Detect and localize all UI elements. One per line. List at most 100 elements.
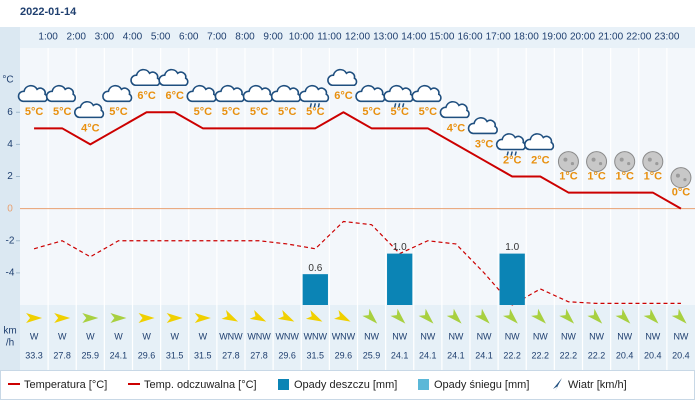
y-tick-label: 0: [7, 203, 13, 214]
temperature-label: 5°C: [222, 106, 241, 118]
wind-arrow: [110, 313, 127, 323]
x-tick-label: 23:00: [654, 32, 679, 43]
crater: [591, 157, 596, 162]
wind-speed: 20.4: [644, 350, 662, 360]
wind-direction: WNW: [332, 331, 356, 341]
wind-speed: 25.9: [363, 350, 381, 360]
weather-icon: [411, 84, 442, 103]
x-tick-label: 16:00: [457, 32, 482, 43]
temperature-label: 5°C: [390, 106, 409, 118]
weather-icon: [642, 151, 664, 173]
x-tick-label: 21:00: [598, 32, 623, 43]
x-tick-label: 17:00: [486, 32, 511, 43]
rain-label: 1.0: [393, 242, 407, 253]
wind-arrow: [559, 308, 575, 324]
temperature-label: 6°C: [137, 90, 156, 102]
raindrop: [506, 151, 509, 156]
wind-arrow: [26, 313, 43, 323]
wind-direction: W: [30, 331, 39, 341]
weather-icon: [74, 101, 105, 119]
weather-icon: [45, 84, 77, 103]
wind-arrow: [643, 308, 659, 324]
x-tick-label: 11:00: [317, 32, 342, 43]
wind-direction: W: [114, 331, 123, 341]
temperature-label: 1°C: [587, 170, 606, 182]
wind-direction: WNW: [275, 331, 299, 341]
wind-speed: 27.8: [250, 350, 268, 360]
wind-speed: 22.2: [503, 350, 521, 360]
wind-speed: 29.6: [278, 350, 296, 360]
x-tick-label: 6:00: [179, 32, 199, 43]
wind-arrow: [418, 308, 434, 324]
temperature-label: 0°C: [672, 187, 691, 199]
crater: [570, 161, 575, 166]
wind-speed: 24.1: [419, 350, 437, 360]
wind-speed: 24.1: [391, 350, 409, 360]
moon: [614, 151, 636, 173]
raindrop: [309, 103, 313, 108]
wind-arrow: [502, 308, 518, 324]
legend-label: Opady śniegu [mm]: [434, 379, 529, 391]
rain-bar: [387, 253, 413, 305]
raindrop: [317, 103, 321, 108]
raindrop: [313, 103, 317, 108]
wind-direction: W: [199, 331, 208, 341]
crater: [563, 157, 568, 162]
temperature-line: [34, 111, 682, 210]
wind-speed: 20.4: [672, 350, 690, 360]
raindrop: [514, 151, 517, 156]
x-tick-label: 5:00: [151, 32, 171, 43]
wind-direction: NW: [533, 331, 548, 341]
wind-speed: 20.4: [616, 350, 634, 360]
wind-speed: 29.6: [335, 350, 353, 360]
wind-direction: NW: [589, 331, 604, 341]
x-tick-label: 4:00: [123, 32, 143, 43]
temperature-label: 5°C: [419, 106, 438, 118]
wind-speed: 25.9: [82, 350, 100, 360]
legend-swatch: [553, 378, 562, 391]
cloud: [158, 68, 189, 87]
wind-direction: NW: [673, 331, 688, 341]
weather-icon: [670, 167, 692, 189]
temperature-label: 5°C: [109, 106, 128, 118]
y-tick-label: 6: [7, 107, 13, 118]
weather-icon: [586, 151, 608, 173]
temperature-label: 5°C: [25, 106, 44, 118]
rain-bar: [499, 253, 525, 305]
temperature-label: 6°C: [334, 90, 353, 102]
temperature-label: 5°C: [278, 106, 297, 118]
wind-direction: W: [170, 331, 179, 341]
crater: [675, 173, 680, 178]
wind-direction: WNW: [247, 331, 271, 341]
crater: [619, 157, 624, 162]
weather-icon: [102, 84, 133, 103]
raindrop: [397, 103, 401, 108]
moon: [557, 151, 579, 173]
wind-speed: 24.1: [110, 350, 128, 360]
x-tick-label: 12:00: [345, 32, 370, 43]
wind-speed: 29.6: [138, 350, 156, 360]
wind-speed: 31.5: [166, 350, 184, 360]
temperature-label: 2°C: [531, 154, 550, 166]
x-tick-label: 18:00: [514, 32, 539, 43]
legend-label: Temp. odczuwalna [°C]: [144, 379, 257, 391]
temperature-label: 3°C: [475, 138, 494, 150]
wind-speed: 27.8: [222, 350, 240, 360]
wind-direction: W: [58, 331, 67, 341]
x-tick-label: 10:00: [289, 32, 314, 43]
wind-arrow: [194, 313, 211, 323]
wind-arrow: [138, 313, 155, 323]
wind-arrow: [671, 308, 687, 324]
weather-icon: [299, 84, 330, 108]
wind-direction: NW: [420, 331, 435, 341]
wind-speed: 27.8: [53, 350, 71, 360]
legend-box: [0, 370, 695, 400]
wind-unit: km: [3, 326, 16, 337]
weather-icon: [327, 68, 358, 87]
temperature-label: 5°C: [250, 106, 269, 118]
temperature-label: 1°C: [559, 170, 578, 182]
wind-direction: WNW: [304, 331, 328, 341]
y-tick-label: -2: [6, 235, 15, 246]
legend-swatch: [418, 379, 429, 390]
